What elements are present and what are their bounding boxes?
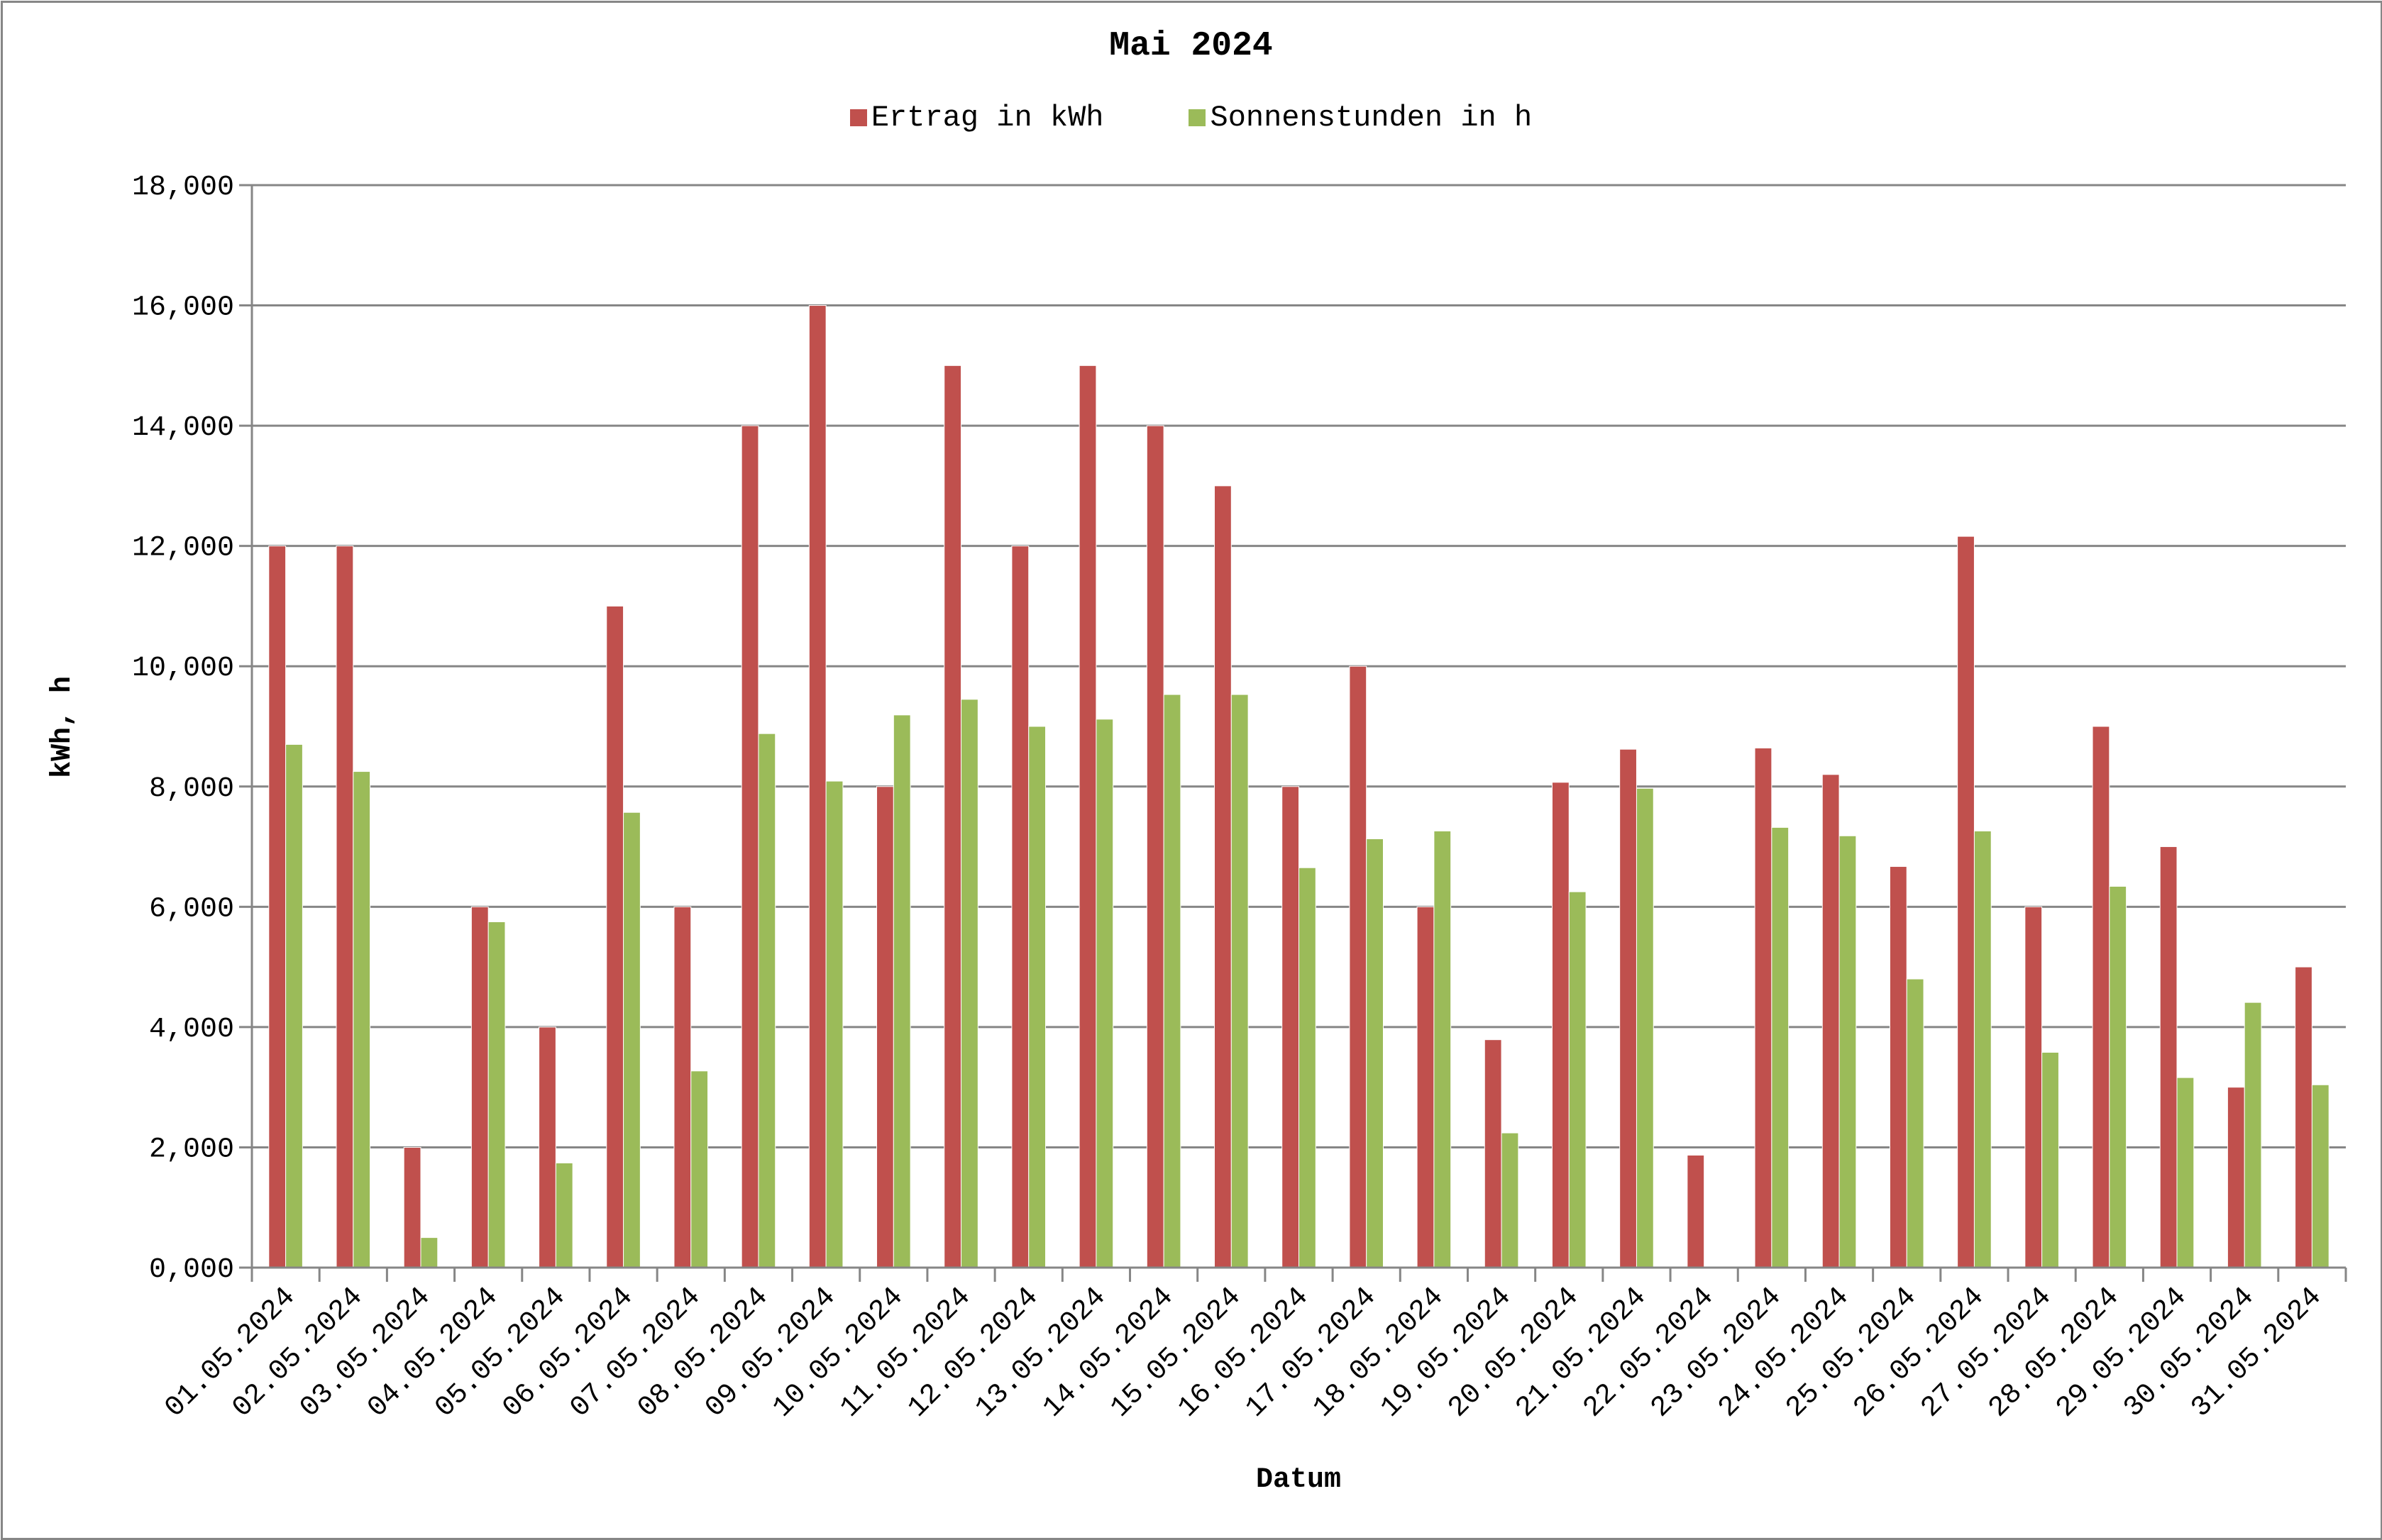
bar-ertrag <box>2024 906 2043 1268</box>
bar-ertrag <box>1146 425 1164 1268</box>
bar-sonnenstunden <box>2041 1051 2059 1268</box>
bar-sonnenstunden <box>2244 1002 2262 1268</box>
bar-sonnenstunden <box>961 699 978 1268</box>
bar-sonnenstunden <box>758 733 776 1268</box>
bar-ertrag <box>876 786 894 1268</box>
bar-ertrag <box>741 425 759 1268</box>
y-tick-label: 8,000 <box>149 773 234 805</box>
bar-ertrag <box>1416 906 1435 1268</box>
legend-swatch-sonnenstunden <box>1189 109 1206 126</box>
x-axis-tick-labels: 01.05.202402.05.202403.05.202404.05.2024… <box>159 1281 2328 1424</box>
bar-sonnenstunden <box>2109 886 2127 1268</box>
y-tick-label: 14,000 <box>132 412 234 444</box>
bar-sonnenstunden <box>2311 1084 2329 1268</box>
legend: Ertrag in kWh Sonnenstunden in h <box>0 101 2382 135</box>
bar-ertrag <box>1011 545 1030 1268</box>
bar-ertrag <box>2227 1087 2245 1268</box>
bar-sonnenstunden <box>1501 1132 1519 1268</box>
bar-sonnenstunden <box>420 1237 439 1268</box>
bar-sonnenstunden <box>1636 787 1654 1268</box>
bar-sonnenstunden <box>1838 835 1857 1268</box>
bar-sonnenstunden <box>825 780 844 1268</box>
bar-sonnenstunden <box>893 714 911 1268</box>
bar-sonnenstunden <box>1096 719 1114 1268</box>
axes <box>239 185 2347 1282</box>
y-tick-label: 16,000 <box>132 292 234 324</box>
y-tick-label: 10,000 <box>132 653 234 685</box>
bar-sonnenstunden <box>1230 694 1249 1268</box>
y-tick-label: 6,000 <box>149 893 234 925</box>
bar-ertrag <box>606 605 624 1268</box>
bar-ertrag <box>1484 1039 1502 1268</box>
y-tick-label: 2,000 <box>149 1134 234 1165</box>
bar-sonnenstunden <box>1568 891 1587 1268</box>
bar-sonnenstunden <box>555 1162 573 1268</box>
bar-sonnenstunden <box>1906 978 1924 1268</box>
bar-sonnenstunden <box>690 1070 709 1268</box>
bar-sonnenstunden <box>1028 726 1047 1268</box>
y-axis-tick-labels: 0,000 2,000 4,000 6,000 8,000 10,000 12,000 14,… <box>132 172 234 1286</box>
bar-ertrag <box>1957 536 1975 1268</box>
bar-ertrag <box>1687 1154 1705 1268</box>
bar-sonnenstunden <box>1163 694 1181 1268</box>
bar-ertrag <box>1889 866 1907 1268</box>
x-axis-title: Datum <box>1256 1464 1341 1496</box>
bar-sonnenstunden <box>1771 826 1790 1268</box>
bar-sonnenstunden <box>1366 838 1384 1268</box>
bar-series <box>268 305 2329 1268</box>
legend-item-ertrag: Ertrag in kWh <box>849 101 1104 135</box>
bar-ertrag <box>2295 966 2312 1268</box>
legend-item-sonnenstunden: Sonnenstunden in h <box>1189 101 1532 135</box>
legend-label-ertrag: Ertrag in kWh <box>871 101 1104 135</box>
bar-sonnenstunden <box>285 743 303 1268</box>
bar-sonnenstunden <box>1298 867 1316 1268</box>
bar-sonnenstunden <box>353 771 371 1268</box>
legend-swatch-ertrag <box>849 109 867 126</box>
chart-title: Mai 2024 <box>1109 27 1273 65</box>
bar-ertrag <box>808 305 827 1268</box>
bar-ertrag <box>539 1026 556 1268</box>
bar-ertrag <box>470 906 489 1268</box>
y-axis-title: kWh, h <box>47 676 79 778</box>
bar-ertrag <box>403 1146 421 1268</box>
bar-ertrag <box>1214 485 1232 1268</box>
bar-ertrag <box>1619 748 1637 1268</box>
bar-ertrag <box>1821 774 1840 1268</box>
bar-ertrag <box>268 545 287 1268</box>
y-tick-label: 4,000 <box>149 1014 234 1046</box>
bar-ertrag <box>2159 846 2178 1268</box>
y-tick-label: 0,000 <box>149 1254 234 1286</box>
bar-ertrag <box>336 545 354 1268</box>
bar-sonnenstunden <box>623 811 641 1268</box>
legend-label-sonnenstunden: Sonnenstunden in h <box>1210 101 1533 135</box>
bar-ertrag <box>944 365 962 1268</box>
y-tick-label: 12,000 <box>132 533 234 565</box>
bar-ertrag <box>1281 786 1300 1268</box>
bar-sonnenstunden <box>487 921 506 1268</box>
bar-sonnenstunden <box>1973 831 1992 1268</box>
bar-ertrag <box>1349 665 1367 1268</box>
bar-ertrag <box>1079 365 1097 1268</box>
bar-ertrag <box>2092 726 2110 1268</box>
bar-ertrag <box>1551 782 1570 1268</box>
bar-ertrag <box>1754 748 1772 1268</box>
bar-ertrag <box>673 906 692 1268</box>
bar-sonnenstunden <box>2176 1077 2195 1268</box>
y-tick-label: 18,000 <box>132 172 234 204</box>
bar-sonnenstunden <box>1433 831 1452 1268</box>
